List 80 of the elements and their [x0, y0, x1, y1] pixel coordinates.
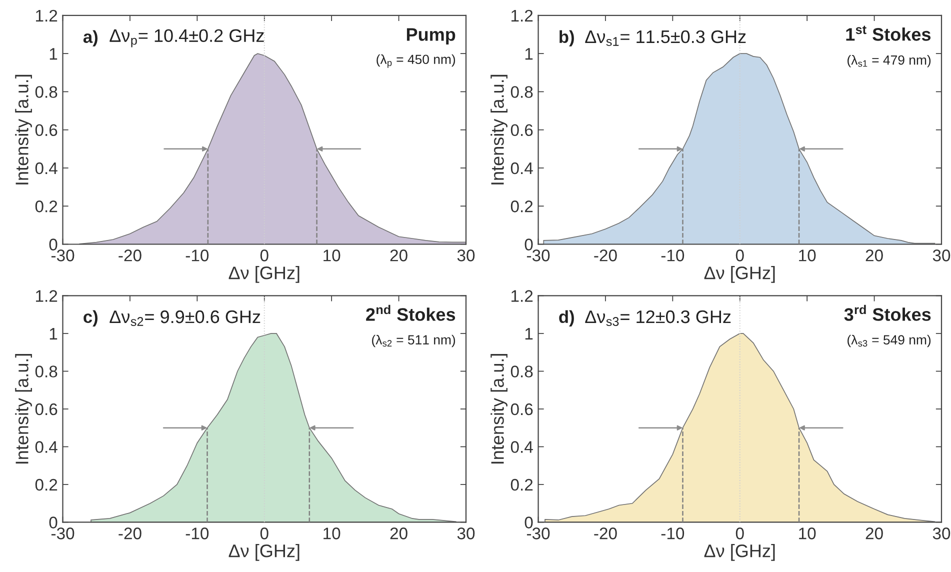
annotation: (λ$_{s2}$ = 511 nm) [372, 334, 456, 348]
y-tick-label: 0.6 [35, 124, 58, 136]
x-tick-label: 30 [932, 528, 950, 540]
y-tick-label: 0 [49, 516, 58, 528]
y-tick-label: 0.2 [35, 478, 58, 491]
y-tick-label: 0.6 [510, 403, 533, 416]
y-tick-label: 0.8 [510, 86, 533, 98]
y-tick-label: 0.6 [510, 124, 533, 136]
x-tick-label: 20 [866, 250, 883, 262]
annotation: (λ$_{s1}$ = 479 nm) [848, 55, 931, 68]
annotation: Δν$_{s2}$= 9.9±0.6 GHz [110, 310, 260, 326]
annotation: a) [83, 30, 98, 46]
y-tick-label: 1 [525, 48, 533, 60]
y-tick-label: 0.4 [35, 441, 58, 453]
x-tick-label: 0 [736, 528, 744, 540]
annotation: Δν$_{s1}$= 11.5±0.3 GHz [585, 30, 746, 46]
annotation: 1$^{st}$ Stokes [846, 26, 931, 41]
x-tick-label: 20 [866, 528, 883, 540]
x-tick-label: 30 [457, 528, 475, 540]
x-tick-label: -10 [661, 528, 684, 540]
annotation: d) [559, 310, 574, 326]
annotation: c) [84, 310, 98, 326]
annotation: Pump [406, 28, 456, 44]
x-tick-label: 10 [324, 250, 340, 262]
x-tick-label: -20 [118, 528, 142, 540]
y-tick-label: 0.2 [35, 200, 58, 212]
y-tick-label: 1.2 [36, 290, 58, 302]
y-tick-label: 0.6 [35, 403, 58, 416]
x-tick-label: -10 [661, 250, 684, 262]
y-tick-label: 1.2 [36, 10, 58, 22]
y-tick-label: 1.2 [512, 10, 533, 22]
x-axis-title: Δν [GHz] [228, 544, 300, 561]
x-tick-label: 0 [260, 250, 268, 262]
x-tick-label: -30 [526, 528, 550, 540]
y-tick-label: 0.4 [510, 441, 533, 453]
y-tick-label: 0.2 [510, 200, 533, 212]
y-axis-title: Intensity [a.u.] [490, 74, 508, 184]
x-tick-label: -30 [51, 250, 74, 262]
y-axis-title: Intensity [a.u.] [15, 74, 32, 184]
y-tick-label: 1 [50, 48, 58, 60]
y-axis-title: Intensity [a.u.] [15, 354, 32, 464]
annotation: 3$^{rd}$ Stokes [844, 304, 931, 321]
x-tick-label: 0 [260, 528, 268, 540]
x-tick-label: 0 [736, 250, 744, 262]
x-axis-title: Δν [GHz] [704, 544, 775, 561]
x-tick-label: 20 [390, 528, 408, 540]
y-tick-label: 0.4 [510, 162, 533, 174]
x-tick-label: 20 [390, 250, 408, 262]
x-tick-label: -20 [594, 250, 617, 262]
y-tick-label: 1 [50, 328, 58, 340]
x-tick-label: 10 [799, 528, 816, 540]
y-tick-label: 1.2 [512, 290, 533, 302]
x-tick-label: -30 [51, 528, 74, 540]
annotation: (λ$_{s3}$ = 549 nm) [848, 334, 931, 348]
x-axis-title: Δν [GHz] [704, 266, 775, 283]
y-tick-label: 0 [524, 516, 533, 528]
x-tick-label: 10 [324, 528, 340, 540]
x-tick-label: -20 [594, 528, 617, 540]
x-tick-label: -20 [118, 250, 142, 262]
annotation: b) [560, 30, 574, 46]
y-tick-label: 1 [525, 328, 533, 340]
x-tick-label: -30 [526, 250, 550, 262]
y-tick-label: 0 [524, 238, 533, 250]
x-tick-label: 30 [932, 250, 950, 262]
x-tick-label: -10 [186, 250, 209, 262]
y-tick-label: 0.4 [35, 162, 58, 174]
y-tick-label: 0.8 [510, 366, 533, 378]
x-tick-label: -10 [186, 528, 209, 540]
y-tick-label: 0.8 [35, 366, 58, 378]
y-tick-label: 0.2 [510, 478, 533, 491]
x-tick-label: 30 [457, 250, 475, 262]
x-tick-label: 10 [799, 250, 816, 262]
y-tick-label: 0.8 [35, 86, 58, 98]
y-axis-title: Intensity [a.u.] [490, 354, 508, 464]
annotation: 2$^{nd}$ Stokes [366, 304, 456, 321]
annotation: (λ$_{p}$ = 450 nm) [376, 54, 456, 68]
annotation: Δν$_{p}$= 10.4±0.2 GHz [110, 29, 264, 48]
y-tick-label: 0 [49, 238, 58, 250]
x-axis-title: Δν [GHz] [228, 266, 300, 283]
annotation: Δν$_{s3}$= 12±0.3 GHz [585, 310, 731, 326]
